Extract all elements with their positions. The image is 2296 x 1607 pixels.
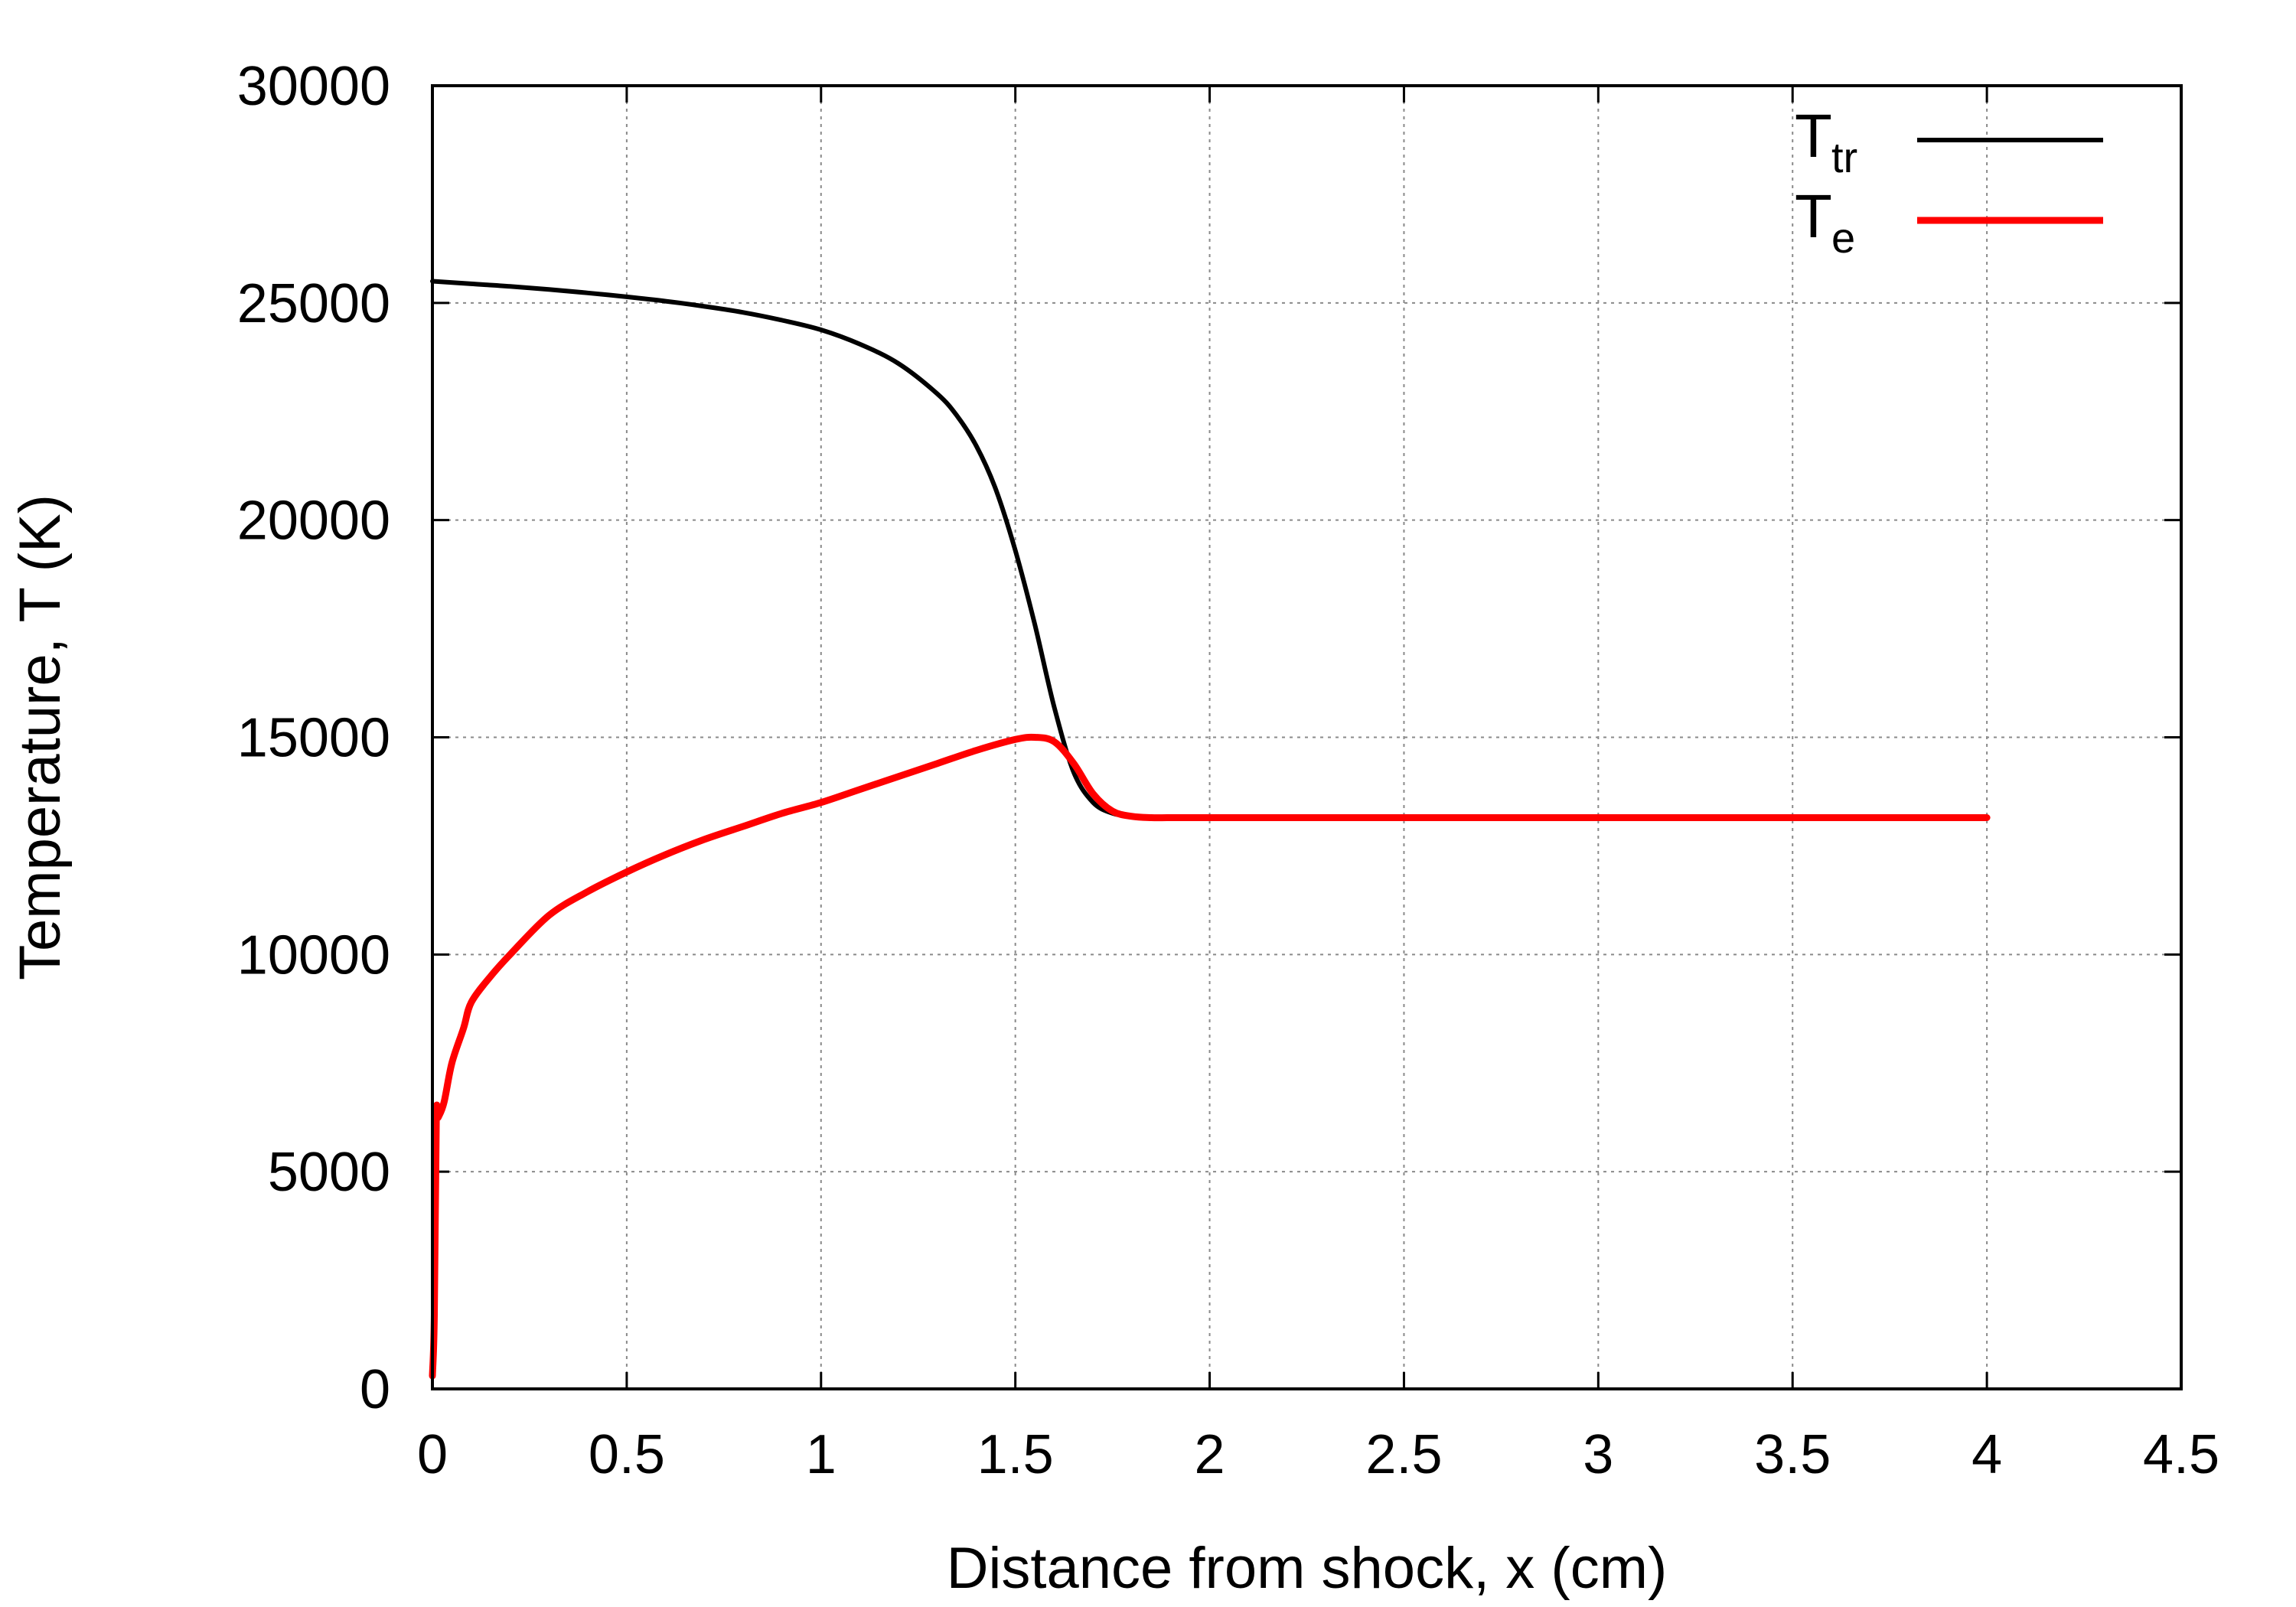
- axis-ticks: [431, 84, 2183, 1390]
- x-tick-label: 0.5: [589, 1424, 665, 1485]
- legend-label-subscript: tr: [1831, 133, 1857, 181]
- y-tick-labels: 0 5000 10000 15000 20000 25000 30000: [237, 56, 390, 1420]
- x-tick-label: 3: [1583, 1424, 1613, 1485]
- grid: [432, 86, 2181, 1389]
- x-tick-label: 4: [1971, 1424, 2002, 1485]
- plot-frame: [431, 84, 2183, 1390]
- y-tick-label: 25000: [237, 273, 390, 334]
- y-axis-label: Temperature, T (K): [8, 494, 73, 980]
- x-tick-label: 1: [806, 1424, 837, 1485]
- x-tick-label: 1.5: [977, 1424, 1054, 1485]
- y-tick-label: 0: [360, 1359, 390, 1420]
- series-lines: [429, 279, 1991, 1380]
- legend-label: T: [1795, 182, 1832, 250]
- x-tick-label: 4.5: [2143, 1424, 2219, 1485]
- y-tick-label: 10000: [237, 924, 390, 986]
- legend-label: T: [1795, 102, 1832, 170]
- y-tick-label: 20000: [237, 491, 390, 552]
- y-tick-label: 5000: [268, 1142, 390, 1203]
- x-axis-label: Distance from shock, x (cm): [947, 1536, 1668, 1601]
- y-tick-label: 15000: [237, 708, 390, 769]
- y-tick-label: 30000: [237, 56, 390, 117]
- series-line-t-e: [429, 733, 1991, 1380]
- legend-label-subscript: e: [1831, 214, 1855, 262]
- x-tick-label: 2.5: [1365, 1424, 1442, 1485]
- x-tick-labels: 0 0.5 1 1.5 2 2.5 3 3.5 4 4.5: [417, 1424, 2219, 1485]
- x-tick-label: 2: [1195, 1424, 1225, 1485]
- x-tick-label: 0: [417, 1424, 448, 1485]
- x-tick-label: 3.5: [1754, 1424, 1831, 1485]
